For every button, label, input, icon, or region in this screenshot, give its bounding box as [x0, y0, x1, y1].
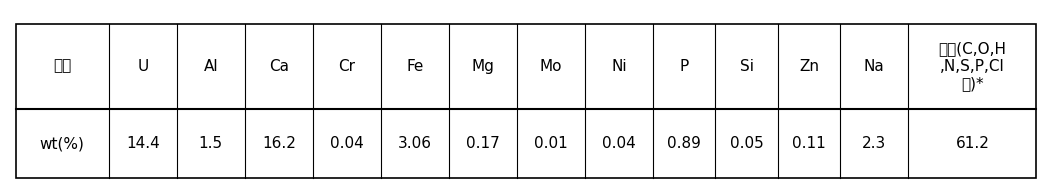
Text: 기타(C,O,H
,N,S,P,Cl
등)*: 기타(C,O,H ,N,S,P,Cl 등)* [939, 41, 1006, 91]
Text: 0.04: 0.04 [330, 136, 364, 151]
Text: 61.2: 61.2 [956, 136, 989, 151]
Text: U: U [137, 59, 148, 74]
Text: Mo: Mo [540, 59, 562, 74]
Text: 0.17: 0.17 [466, 136, 500, 151]
Text: 0.89: 0.89 [667, 136, 701, 151]
Text: Ca: Ca [269, 59, 288, 74]
Text: Ni: Ni [612, 59, 627, 74]
Text: 0.04: 0.04 [602, 136, 636, 151]
Text: wt(%): wt(%) [40, 136, 85, 151]
Text: 0.05: 0.05 [730, 136, 764, 151]
Text: 0.01: 0.01 [534, 136, 568, 151]
Text: P: P [680, 59, 689, 74]
Text: Al: Al [204, 59, 218, 74]
Text: 2.3: 2.3 [862, 136, 886, 151]
Text: Si: Si [740, 59, 753, 74]
Text: 3.06: 3.06 [398, 136, 432, 151]
Text: Mg: Mg [472, 59, 494, 74]
Text: 0.11: 0.11 [792, 136, 826, 151]
Text: Cr: Cr [339, 59, 356, 74]
Text: 원소: 원소 [53, 59, 71, 74]
Text: 16.2: 16.2 [262, 136, 296, 151]
Text: Zn: Zn [799, 59, 819, 74]
Text: Na: Na [864, 59, 884, 74]
Text: Fe: Fe [406, 59, 424, 74]
Text: 1.5: 1.5 [198, 136, 222, 151]
Text: 14.4: 14.4 [126, 136, 159, 151]
